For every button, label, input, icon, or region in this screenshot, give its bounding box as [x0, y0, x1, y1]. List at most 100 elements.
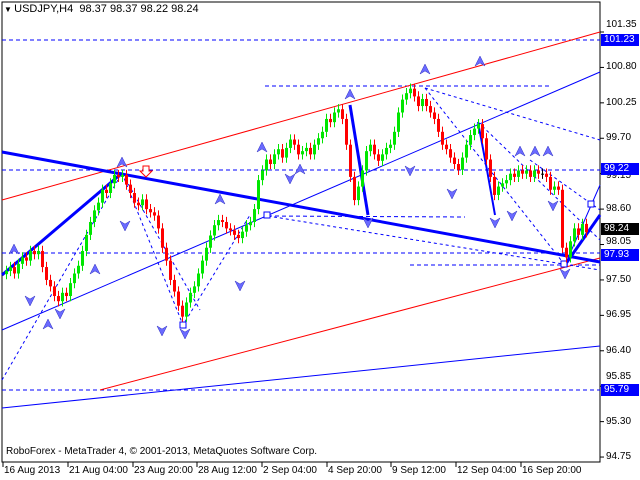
symbol-label: USDJPY,H4: [14, 3, 74, 15]
candle-body: [433, 112, 436, 119]
ohlc-readout: 98.37 98.37 98.22 98.24: [79, 3, 199, 15]
copyright-text: RoboForex - MetaTrader 4, © 2001-2013, M…: [6, 446, 318, 457]
candle: [173, 274, 176, 297]
candle-body: [581, 223, 584, 235]
candle: [29, 245, 32, 266]
candle: [221, 214, 224, 228]
candle: [89, 216, 92, 241]
candle-body: [313, 144, 316, 155]
up-fractal-arrow-icon: [419, 63, 431, 75]
candle-body: [345, 118, 348, 145]
candle-body: [289, 139, 292, 148]
candle: [361, 165, 364, 192]
up-fractal-arrow-icon: [474, 55, 486, 67]
candle: [365, 145, 368, 176]
candle-body: [445, 144, 448, 150]
candle-body: [257, 180, 260, 210]
lower-trend-line: [1, 345, 601, 409]
candle-body: [121, 174, 124, 177]
candle-body: [561, 189, 564, 248]
candle-body: [217, 220, 220, 226]
candle-body: [509, 173, 512, 181]
candle: [161, 223, 164, 253]
candle-body: [205, 247, 208, 261]
candle: [373, 139, 376, 160]
candle-body: [461, 157, 464, 170]
up-fractal-arrow-icon: [529, 145, 541, 157]
candle: [469, 129, 472, 150]
candle-body: [117, 174, 120, 177]
candle-body: [381, 154, 384, 161]
candle-body: [401, 99, 404, 113]
candle-body: [65, 292, 68, 297]
candle-body: [301, 151, 304, 155]
axis-ticks: [2, 31, 604, 467]
candle: [145, 194, 148, 215]
candle-body: [349, 144, 352, 177]
down-fractal-arrow-icon: [156, 325, 168, 337]
candle-body: [493, 176, 496, 195]
candle: [337, 104, 340, 118]
candle: [549, 171, 552, 195]
candle-body: [29, 250, 32, 261]
candle-body: [137, 202, 140, 206]
candle-body: [545, 173, 548, 177]
down-fractal-arrow-icon: [559, 268, 571, 280]
candle: [561, 184, 564, 253]
candle: [77, 260, 80, 279]
candle-body: [505, 180, 508, 184]
candle: [69, 278, 72, 302]
candle-body: [477, 124, 480, 129]
candle-body: [485, 138, 488, 160]
candle: [229, 223, 232, 236]
candle-body: [129, 184, 132, 193]
candle: [437, 113, 440, 137]
candle: [485, 133, 488, 165]
dotted-fan-4: [424, 87, 566, 266]
candle: [513, 168, 516, 183]
candle-body: [37, 250, 40, 255]
candle-body: [585, 223, 588, 233]
candle: [397, 107, 400, 137]
candle: [225, 216, 228, 234]
candle-body: [93, 210, 96, 222]
candle: [505, 174, 508, 189]
candle: [165, 242, 168, 266]
candle: [533, 165, 536, 183]
candle: [61, 287, 64, 307]
fractal-markers: [8, 55, 571, 340]
price-axis-label: 98.05: [606, 236, 632, 247]
candle: [461, 152, 464, 175]
candle: [21, 252, 24, 269]
down-fractal-arrow-icon: [362, 217, 374, 229]
candle: [177, 286, 180, 311]
candle-body: [285, 147, 288, 158]
candle-body: [261, 170, 264, 181]
time-axis-label: 4 Sep 20:00: [328, 465, 382, 476]
candle: [453, 152, 456, 170]
candle: [345, 113, 348, 150]
candle-body: [109, 183, 112, 193]
candle-body: [489, 159, 492, 177]
candles: [5, 83, 588, 322]
candle: [113, 169, 116, 189]
candle: [185, 297, 188, 322]
collapse-triangle-icon[interactable]: ▼: [4, 5, 15, 14]
time-axis-label: 16 Sep 20:00: [522, 465, 582, 476]
candle-body: [169, 260, 172, 280]
candle: [481, 118, 484, 144]
candle: [129, 179, 132, 199]
candle-body: [569, 241, 572, 258]
candle-body: [225, 221, 228, 229]
candle-body: [365, 151, 368, 171]
candle-body: [521, 170, 524, 174]
candle: [293, 134, 296, 150]
candle-body: [409, 88, 412, 94]
candle: [141, 194, 144, 211]
candle: [417, 91, 420, 112]
price-marker: 98.24: [601, 223, 639, 236]
price-marker: 99.22: [601, 163, 639, 176]
candle-body: [577, 228, 580, 235]
candle-body: [5, 270, 8, 275]
